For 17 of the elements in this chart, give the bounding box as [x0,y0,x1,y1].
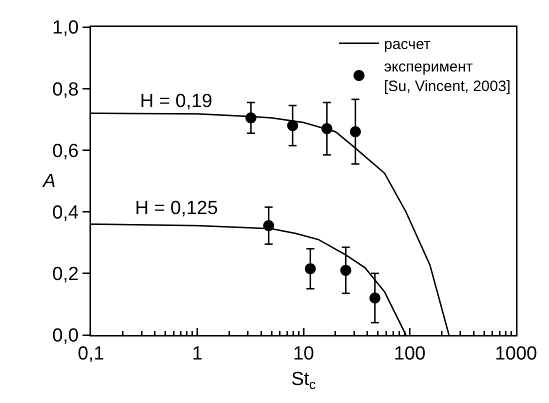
y-tick-label: 0,8 [52,79,79,100]
x-tick-label: 10 [292,343,314,364]
y-tick-label: 0,4 [52,202,80,224]
y-tick-label: 0,0 [52,326,79,347]
x-tick-label: 1000 [494,343,538,364]
y-tick-label: 0,6 [52,140,79,162]
x-tick-label: 100 [394,343,426,364]
legend-label: расчет [384,36,431,54]
x-tick-label: 0,1 [78,343,104,364]
y-tick-label: 1,0 [52,18,79,39]
annotation: H = 0,125 [135,198,218,219]
y-axis-title: A [42,171,56,192]
annotation: H = 0,19 [140,91,212,112]
y-tick-label: 0,2 [52,264,79,286]
x-axis-title: St$_{c}$ [291,368,316,392]
legend-label: эксперимент [Su, Vincent, 2003] [384,58,510,96]
x-tick-label: 1 [192,343,203,364]
